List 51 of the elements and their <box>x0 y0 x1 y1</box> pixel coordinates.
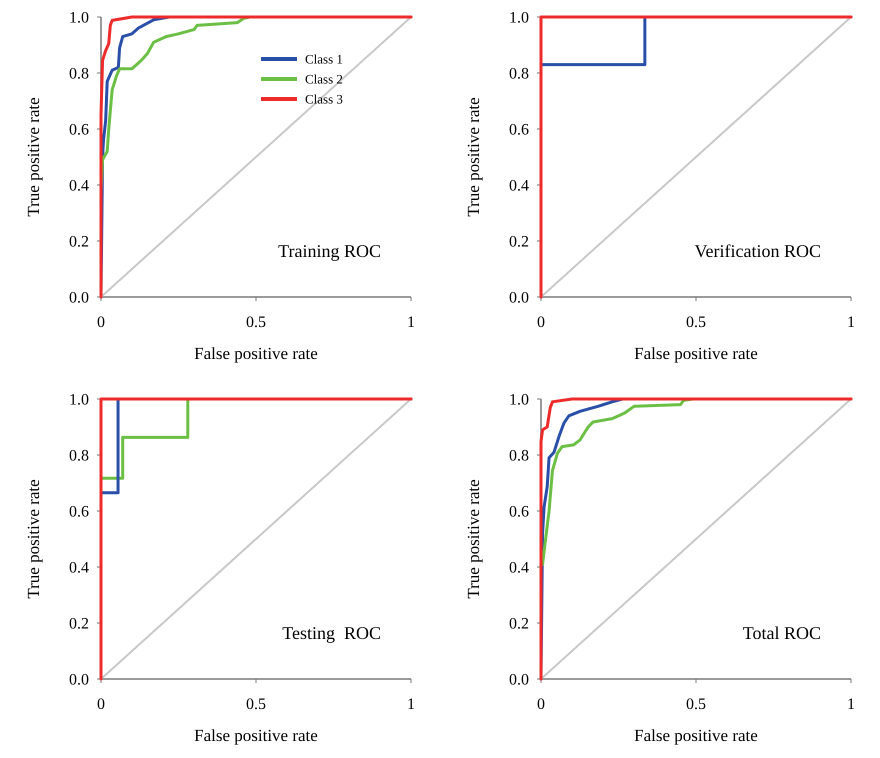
legend-label: Class 1 <box>305 52 343 67</box>
y-tick-label: 0.4 <box>509 178 529 195</box>
x-tick-label: 0 <box>97 314 105 331</box>
y-tick-label: 0.8 <box>509 66 529 83</box>
y-tick-label: 0.0 <box>69 290 89 307</box>
x-axis-title: False positive rate <box>194 344 318 363</box>
y-tick-label: 0.8 <box>509 448 529 465</box>
y-tick-label: 0.6 <box>69 504 89 521</box>
y-tick-label: 1.0 <box>509 10 529 27</box>
y-tick-label: 1.0 <box>69 10 89 27</box>
y-axis-title: True positive rate <box>464 97 483 217</box>
y-tick-label: 0.4 <box>69 560 89 577</box>
x-tick-label: 1 <box>407 696 415 713</box>
legend-label: Class 3 <box>305 92 343 107</box>
x-tick-label: 0.5 <box>246 314 266 331</box>
y-tick-label: 0.8 <box>69 66 89 83</box>
x-tick-label: 1 <box>847 696 855 713</box>
x-tick-label: 0 <box>537 314 545 331</box>
y-tick-label: 0.4 <box>509 560 529 577</box>
y-axis-title: True positive rate <box>24 97 43 217</box>
x-axis-title: False positive rate <box>634 726 758 745</box>
annotation: Verification ROC <box>694 241 821 261</box>
x-axis-title: False positive rate <box>634 344 758 363</box>
y-tick-label: 0.2 <box>69 234 89 251</box>
y-tick-label: 0.4 <box>69 178 89 195</box>
x-tick-label: 0.5 <box>246 696 266 713</box>
x-tick-label: 1 <box>407 314 415 331</box>
x-tick-label: 0 <box>537 696 545 713</box>
annotation: Total ROC <box>742 623 821 643</box>
x-tick-label: 0 <box>97 696 105 713</box>
x-axis-title: False positive rate <box>194 726 318 745</box>
y-tick-label: 0.2 <box>509 234 529 251</box>
x-tick-label: 0.5 <box>686 314 706 331</box>
annotation: Training ROC <box>278 241 381 261</box>
y-tick-label: 1.0 <box>69 392 89 409</box>
y-tick-label: 0.2 <box>509 616 529 633</box>
x-tick-label: 0.5 <box>686 696 706 713</box>
y-tick-label: 0.8 <box>69 448 89 465</box>
y-tick-label: 0.0 <box>509 672 529 689</box>
legend-label: Class 2 <box>305 72 343 87</box>
y-tick-label: 0.6 <box>69 122 89 139</box>
x-tick-label: 1 <box>847 314 855 331</box>
annotation: Testing ROC <box>282 623 381 643</box>
y-axis-title: True positive rate <box>464 479 483 599</box>
y-tick-label: 1.0 <box>509 392 529 409</box>
y-tick-label: 0.6 <box>509 122 529 139</box>
y-tick-label: 0.6 <box>509 504 529 521</box>
y-axis-title: True positive rate <box>24 479 43 599</box>
y-tick-label: 0.0 <box>69 672 89 689</box>
y-tick-label: 0.0 <box>509 290 529 307</box>
y-tick-label: 0.2 <box>69 616 89 633</box>
